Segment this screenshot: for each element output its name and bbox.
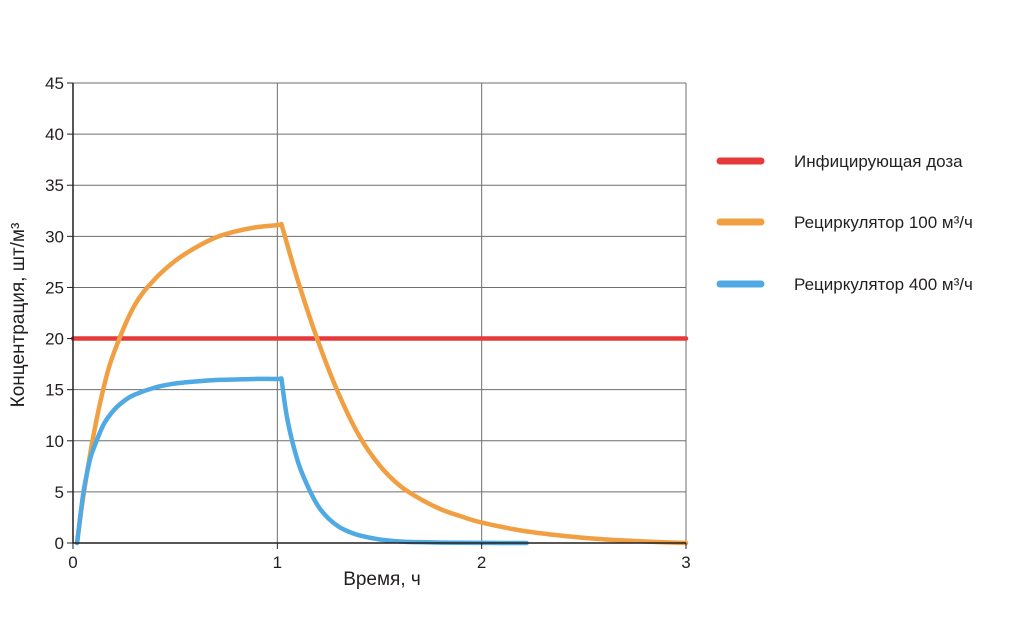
series-line-1 xyxy=(74,221,689,546)
y-tick-label: 45 xyxy=(45,74,64,93)
y-axis-title: Концентрация, шт/м³ xyxy=(8,223,29,408)
x-tick-label: 1 xyxy=(273,553,282,572)
x-tick-label: 3 xyxy=(681,553,690,572)
y-tick-label: 40 xyxy=(45,125,64,144)
axes xyxy=(67,82,687,549)
x-axis-title: Время, ч xyxy=(343,569,421,590)
y-tick-label: 25 xyxy=(45,278,64,297)
x-tick-label: 2 xyxy=(477,553,486,572)
x-tick-label: 0 xyxy=(68,553,77,572)
y-tick-label: 15 xyxy=(45,381,64,400)
legend: Инфицирующая доза Рециркулятор 100 м³/ч Ре… xyxy=(716,152,973,294)
legend-label: Инфицирующая доза xyxy=(794,152,963,171)
legend-label: Рециркулятор 400 м³/ч xyxy=(794,275,973,294)
tick-labels: 0 5 10 15 20 25 30 35 40 45 0 1 2 3 xyxy=(45,74,691,572)
legend-label: Рециркулятор 100 м³/ч xyxy=(794,213,973,232)
y-tick-label: 0 xyxy=(55,534,64,553)
series-line-2 xyxy=(74,376,529,546)
y-tick-label: 20 xyxy=(45,330,64,349)
y-tick-label: 35 xyxy=(45,176,64,195)
y-tick-label: 10 xyxy=(45,432,64,451)
y-tick-label: 30 xyxy=(45,227,64,246)
series-lines xyxy=(70,221,689,546)
grid xyxy=(72,82,687,544)
y-tick-label: 5 xyxy=(55,483,64,502)
